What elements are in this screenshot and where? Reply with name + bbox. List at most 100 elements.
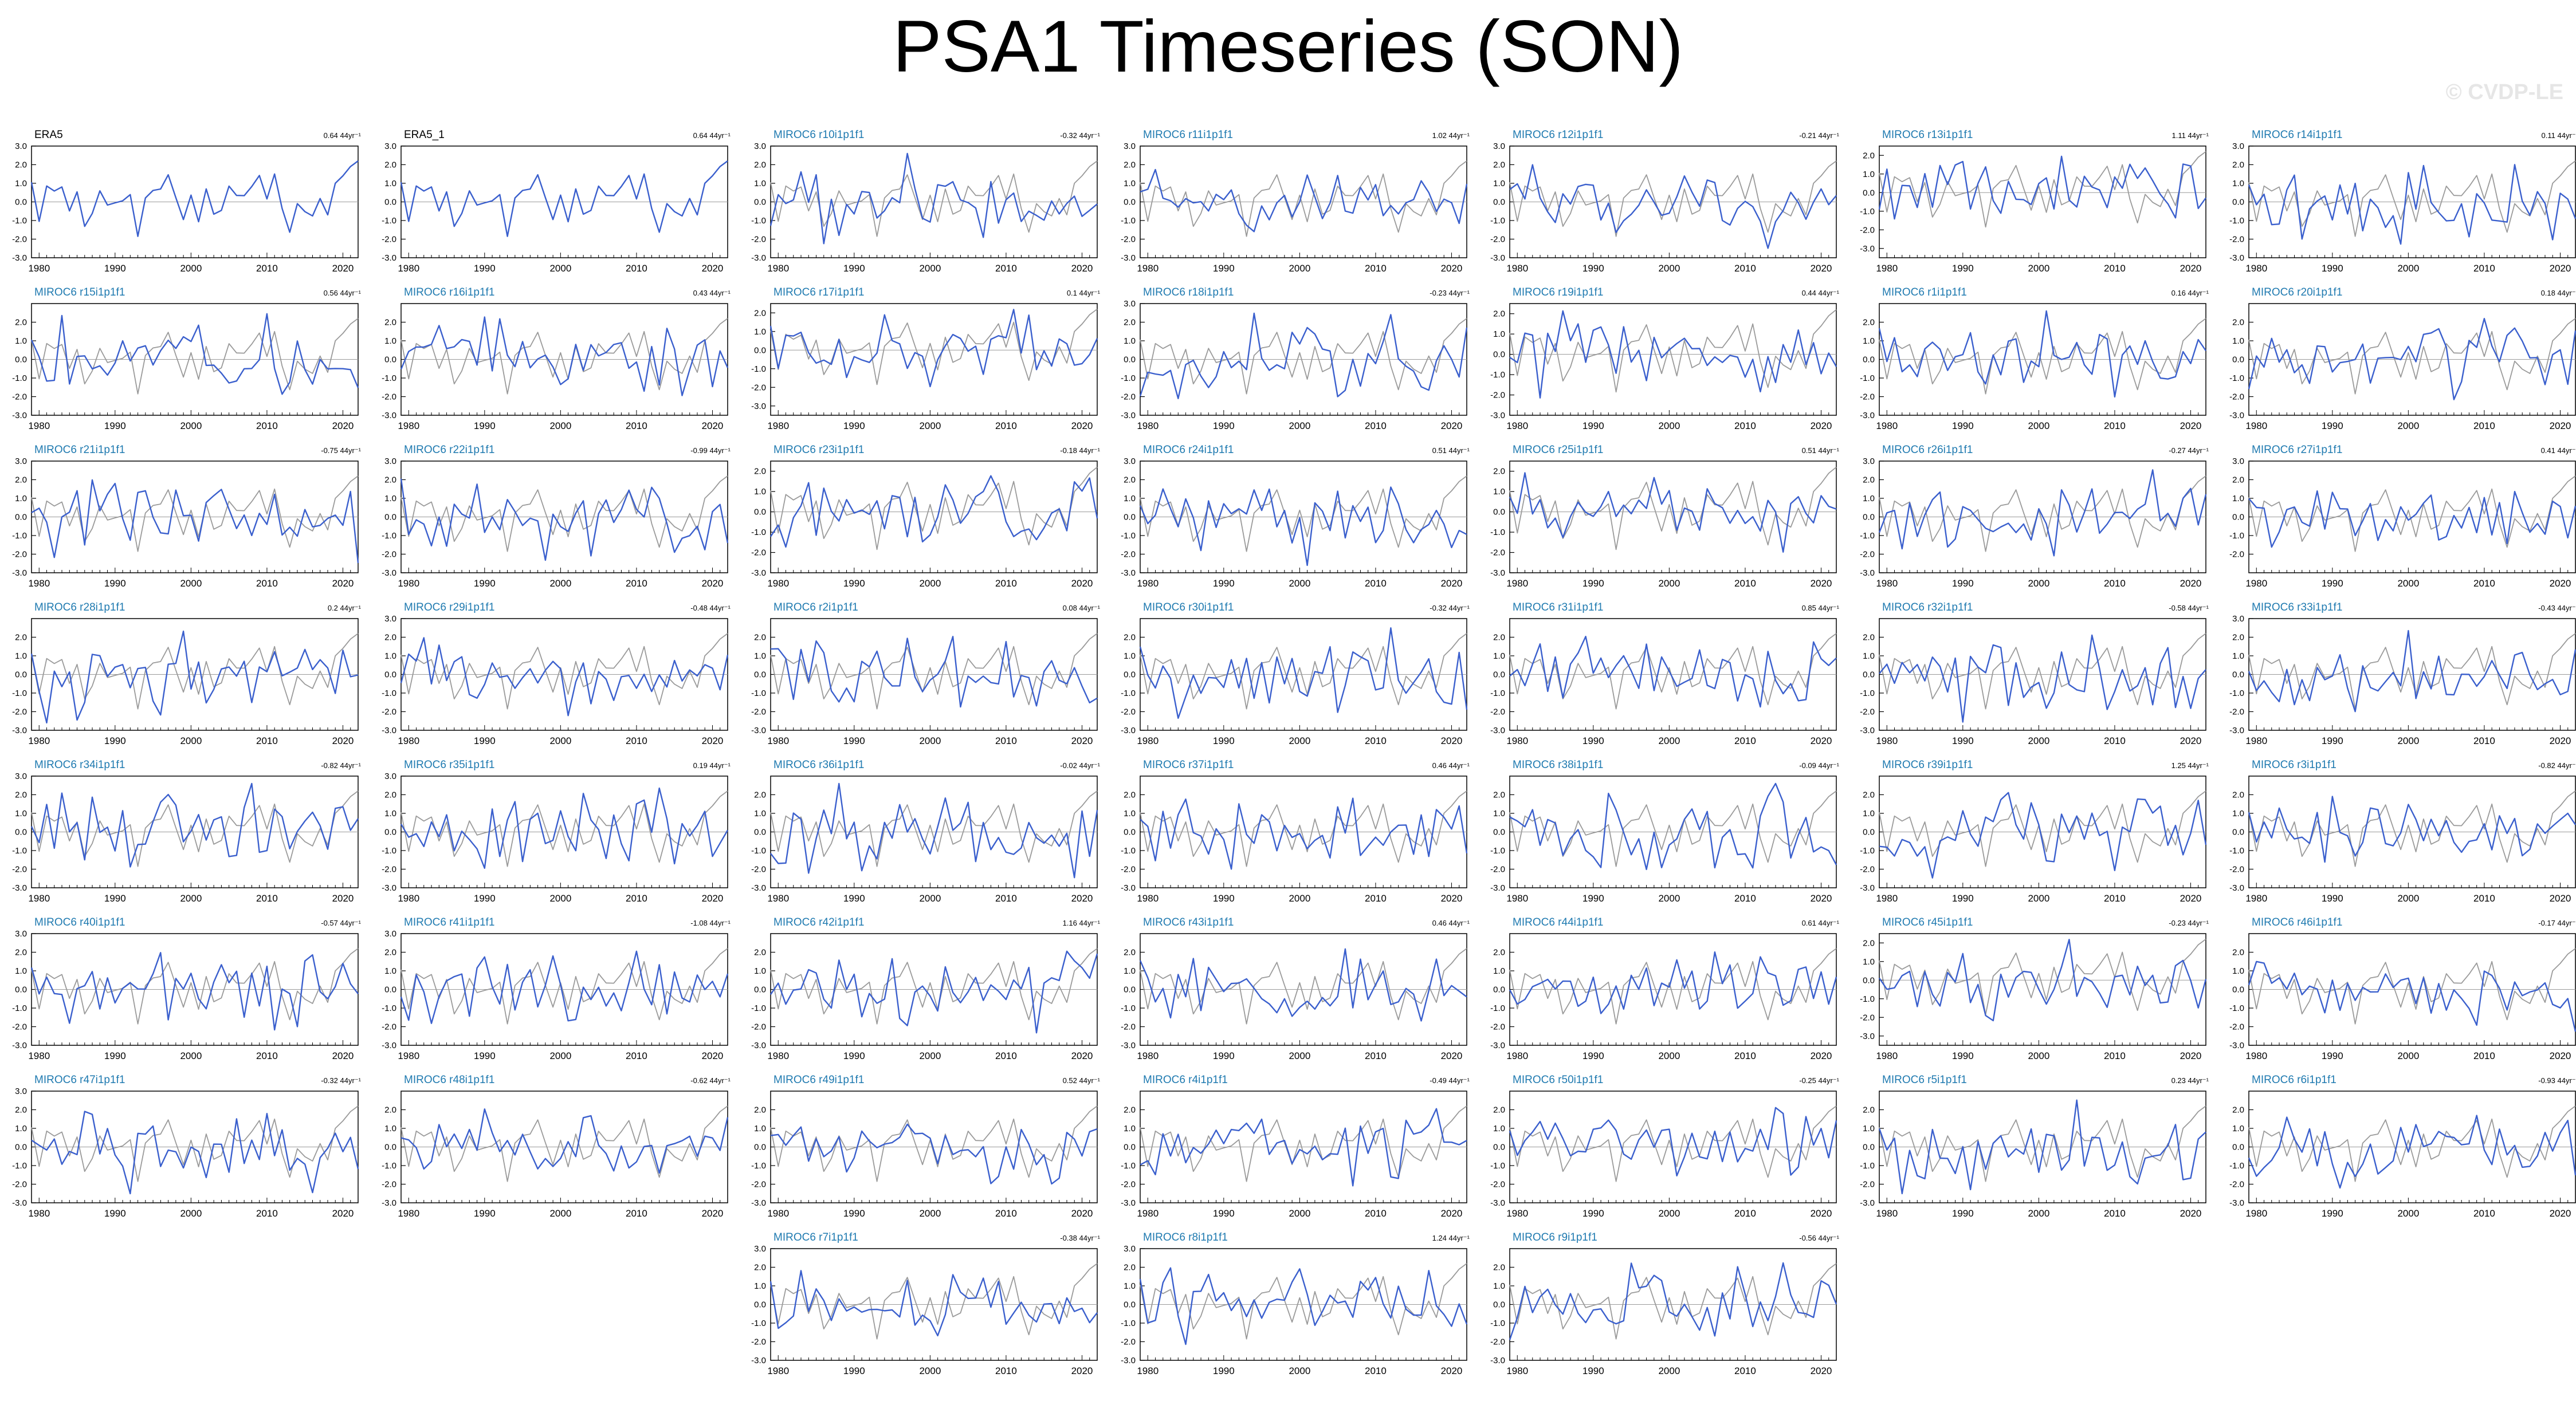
x-tick-label: 2000 <box>180 420 202 431</box>
y-tick-label: -3.0 <box>12 1198 27 1208</box>
trend-unit: 44yr⁻¹ <box>1448 604 1470 612</box>
y-tick-label: 0.0 <box>384 198 396 207</box>
x-tick-label: 2020 <box>1441 420 1463 431</box>
y-tick-label: -1.0 <box>2229 373 2244 383</box>
panel-trend-label: 0.85 44yr⁻¹ <box>1802 604 1839 613</box>
x-tick-label: 2000 <box>1658 420 1680 431</box>
y-tick-label: 2.0 <box>384 790 396 800</box>
panel-miroc6-r14i1p1f1: MIROC6 r14i1p1f1 0.11 44yr⁻¹ 3.0 2.0 1.0 0.0 -… <box>2217 123 2576 281</box>
x-tick-label: 2000 <box>919 1365 941 1376</box>
y-tick-label: -1.0 <box>2229 846 2244 856</box>
y-tick-label: -1.0 <box>751 364 766 374</box>
x-tick-label: 2020 <box>1811 1208 1832 1219</box>
x-tick-label: 2010 <box>2104 263 2126 274</box>
x-tick-label: 1990 <box>104 893 126 904</box>
member-series-line <box>770 950 1098 1034</box>
x-tick-label: 1990 <box>1213 420 1235 431</box>
y-tick-label: 0.0 <box>1493 1300 1505 1310</box>
y-tick-label: -1.0 <box>12 846 27 856</box>
y-tick-label: 2.0 <box>15 948 27 958</box>
x-tick-label: 2000 <box>1289 1050 1310 1061</box>
y-tick-label: 3.0 <box>15 456 27 466</box>
x-tick-label: 1980 <box>767 735 789 746</box>
y-tick-label: 2.0 <box>1863 938 1875 948</box>
y-tick-label: -1.0 <box>1860 994 1875 1004</box>
y-tick-label: 3.0 <box>1124 141 1136 151</box>
y-tick-label: -3.0 <box>1490 253 1505 263</box>
reference-series-line <box>400 475 728 552</box>
x-tick-label: 1980 <box>1876 893 1898 904</box>
y-tick-label: -3.0 <box>12 883 27 893</box>
y-tick-label: 2.0 <box>754 160 766 170</box>
panel-trend-label: -0.21 44yr⁻¹ <box>1799 131 1839 140</box>
x-tick-label: 2020 <box>1071 1050 1093 1061</box>
panel-trend-label: -0.57 44yr⁻¹ <box>321 919 361 928</box>
panel-title: MIROC6 r44i1p1f1 <box>1513 916 1604 928</box>
y-tick-label: -2.0 <box>382 1022 396 1032</box>
y-tick-label: -1.0 <box>12 216 27 226</box>
member-series-line <box>2248 164 2576 245</box>
y-tick-label: 2.0 <box>15 790 27 800</box>
x-tick-label: 1980 <box>28 578 50 589</box>
trend-value: -0.57 <box>321 919 338 927</box>
member-series-line <box>30 313 359 395</box>
x-tick-label: 2000 <box>180 263 202 274</box>
panel-miroc6-r20i1p1f1: MIROC6 r20i1p1f1 0.18 44yr⁻¹ 2.0 1.0 0.0 -1.0… <box>2217 281 2576 438</box>
reference-series-line <box>2248 160 2576 237</box>
x-tick-label: 2000 <box>1289 420 1310 431</box>
x-tick-label: 1980 <box>1506 893 1528 904</box>
member-series-line <box>770 636 1098 708</box>
panel-miroc6-r17i1p1f1: MIROC6 r17i1p1f1 0.1 44yr⁻¹ 2.0 1.0 0.0 -1.0 -… <box>739 281 1106 438</box>
x-tick-label: 1980 <box>28 420 50 431</box>
panel-miroc6-r22i1p1f1: MIROC6 r22i1p1f1 -0.99 44yr⁻¹ 3.0 2.0 1.0 0.0… <box>370 438 736 596</box>
trend-value: -0.32 <box>321 1076 338 1085</box>
panel-title: MIROC6 r5i1p1f1 <box>1882 1074 1967 1086</box>
y-tick-label: 0.0 <box>2232 198 2244 207</box>
trend-value: 1.24 <box>1432 1234 1447 1242</box>
trend-value: 1.11 <box>2171 131 2186 140</box>
y-tick-label: 2.0 <box>754 1263 766 1273</box>
x-tick-label: 2000 <box>549 1208 571 1219</box>
x-tick-label: 2000 <box>1658 735 1680 746</box>
member-series-line <box>31 479 359 564</box>
panel-title: ERA5_1 <box>404 129 445 141</box>
y-tick-label: 0.0 <box>2232 513 2244 522</box>
y-tick-label: 1.0 <box>384 179 396 188</box>
reference-series-line <box>1509 160 1837 237</box>
trend-value: 0.64 <box>693 131 708 140</box>
panel-trend-label: 0.46 44yr⁻¹ <box>1432 761 1470 770</box>
x-tick-label: 2010 <box>2104 420 2126 431</box>
panel-title: MIROC6 r37i1p1f1 <box>1143 759 1234 771</box>
y-tick-label: 0.0 <box>754 985 766 995</box>
panel-miroc6-r34i1p1f1: MIROC6 r34i1p1f1 -0.82 44yr⁻¹ 3.0 2.0 1.0 0.0… <box>0 753 367 911</box>
x-tick-label: 2010 <box>995 420 1017 431</box>
y-tick-label: 1.0 <box>754 809 766 818</box>
y-tick-label: -1.0 <box>1860 688 1875 698</box>
x-tick-label: 2000 <box>1658 1365 1680 1376</box>
x-tick-label: 1980 <box>2245 578 2267 589</box>
trend-value: -0.58 <box>2169 604 2186 612</box>
x-tick-label: 2000 <box>1289 263 1310 274</box>
y-tick-label: 1.0 <box>15 966 27 976</box>
member-series-line <box>1878 1099 2206 1195</box>
reference-series-line <box>1140 160 1467 237</box>
y-tick-label: 0.0 <box>1124 355 1136 365</box>
reference-series-line <box>1140 790 1467 867</box>
x-tick-label: 2020 <box>702 263 724 274</box>
x-tick-label: 2020 <box>2180 1208 2202 1219</box>
y-tick-label: 0.0 <box>15 1143 27 1152</box>
y-tick-label: -3.0 <box>751 1356 766 1365</box>
y-tick-label: -1.0 <box>12 1003 27 1013</box>
x-tick-label: 1990 <box>104 1050 126 1061</box>
panel-miroc6-r11i1p1f1: MIROC6 r11i1p1f1 1.02 44yr⁻¹ 3.0 2.0 1.0 0.0 -… <box>1109 123 1475 281</box>
y-tick-label: -1.0 <box>382 1003 396 1013</box>
x-tick-label: 2010 <box>2104 893 2126 904</box>
panel-trend-label: 1.24 44yr⁻¹ <box>1432 1234 1470 1243</box>
panel-trend-label: 1.11 44yr⁻¹ <box>2172 131 2209 140</box>
trend-value: 0.56 <box>323 289 338 297</box>
